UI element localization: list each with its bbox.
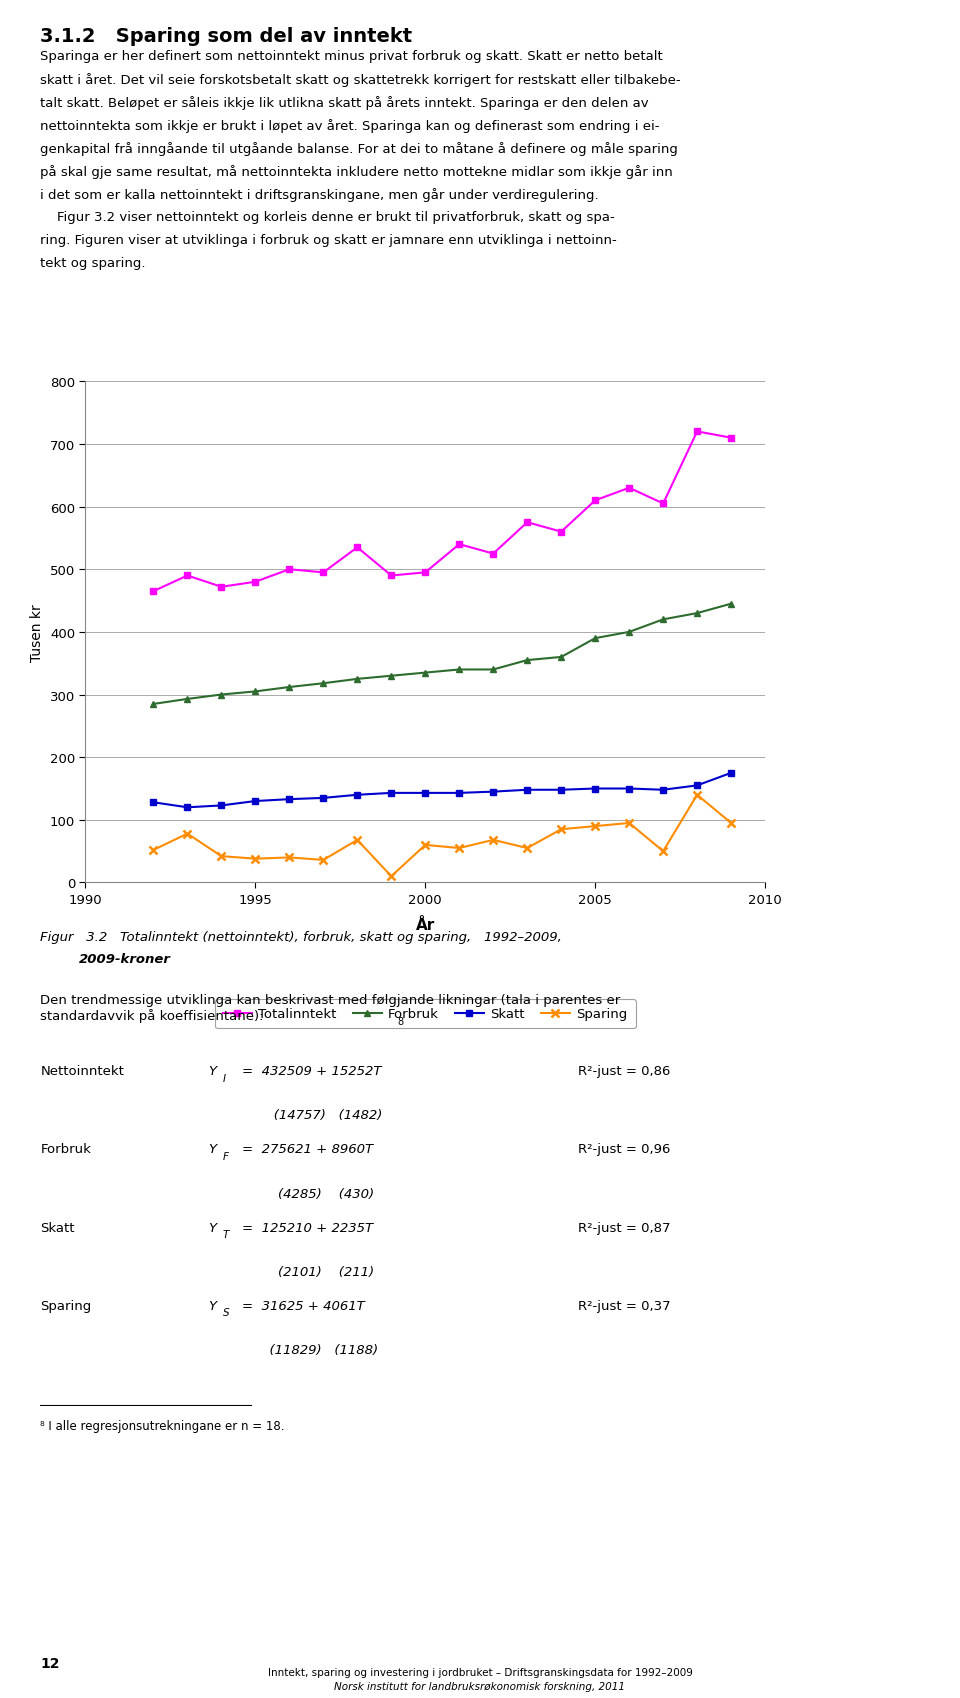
Text: på skal gje same resultat, må nettoinntekta inkludere netto mottekne midlar som : på skal gje same resultat, må nettoinnte… xyxy=(40,165,673,178)
Text: Figur   3.2   Totalinntekt (nettoinntekt), forbruk, skatt og sparing,   1992–200: Figur 3.2 Totalinntekt (nettoinntekt), f… xyxy=(40,931,563,944)
Text: Sparinga er her definert som nettoinntekt minus privat forbruk og skatt. Skatt e: Sparinga er her definert som nettoinntek… xyxy=(40,49,663,63)
Text: R²-just = 0,87: R²-just = 0,87 xyxy=(578,1221,670,1234)
Text: Inntekt, sparing og investering i jordbruket – Driftsgranskingsdata for 1992–200: Inntekt, sparing og investering i jordbr… xyxy=(268,1667,692,1678)
Text: S: S xyxy=(223,1307,229,1318)
Text: (2101)    (211): (2101) (211) xyxy=(261,1265,374,1279)
Text: R²-just = 0,86: R²-just = 0,86 xyxy=(578,1065,670,1078)
Text: (14757)   (1482): (14757) (1482) xyxy=(261,1109,382,1122)
Text: 2009-kroner: 2009-kroner xyxy=(79,953,171,966)
Text: Y: Y xyxy=(208,1065,216,1078)
Text: tekt og sparing.: tekt og sparing. xyxy=(40,256,146,270)
Text: Skatt: Skatt xyxy=(40,1221,75,1234)
Text: skatt i året. Det vil seie forskotsbetalt skatt og skattetrekk korrigert for res: skatt i året. Det vil seie forskotsbetal… xyxy=(40,73,681,87)
Text: =  275621 + 8960T: = 275621 + 8960T xyxy=(242,1143,373,1156)
X-axis label: År: År xyxy=(416,917,435,932)
Text: Forbruk: Forbruk xyxy=(40,1143,91,1156)
Text: ring. Figuren viser at utviklinga i forbruk og skatt er jamnare enn utviklinga i: ring. Figuren viser at utviklinga i forb… xyxy=(40,233,617,246)
Text: =  432509 + 15252T: = 432509 + 15252T xyxy=(242,1065,381,1078)
Text: (11829)   (1188): (11829) (1188) xyxy=(261,1343,378,1357)
Text: R²-just = 0,37: R²-just = 0,37 xyxy=(578,1299,670,1313)
Text: Nettoinntekt: Nettoinntekt xyxy=(40,1065,124,1078)
Legend: Totalinntekt, Forbruk, Skatt, Sparing: Totalinntekt, Forbruk, Skatt, Sparing xyxy=(215,1000,636,1029)
Text: 3.1.2   Sparing som del av inntekt: 3.1.2 Sparing som del av inntekt xyxy=(40,27,413,46)
Text: Den trendmessige utviklinga kan beskrivast med følgjande likningar (tala i paren: Den trendmessige utviklinga kan beskriva… xyxy=(40,993,620,1022)
Text: =  125210 + 2235T: = 125210 + 2235T xyxy=(242,1221,373,1234)
Text: 12: 12 xyxy=(40,1656,60,1669)
Text: talt skatt. Beløpet er såleis ikkje lik utlikna skatt på årets inntekt. Sparinga: talt skatt. Beløpet er såleis ikkje lik … xyxy=(40,95,649,110)
Text: Figur 3.2 viser nettoinntekt og korleis denne er brukt til privatforbruk, skatt : Figur 3.2 viser nettoinntekt og korleis … xyxy=(40,211,615,224)
Text: R²-just = 0,96: R²-just = 0,96 xyxy=(578,1143,670,1156)
Text: nettoinntekta som ikkje er brukt i løpet av året. Sparinga kan og definerast som: nettoinntekta som ikkje er brukt i løpet… xyxy=(40,119,660,132)
Text: Norsk institutt for landbruksrøkonomisk forskning, 2011: Norsk institutt for landbruksrøkonomisk … xyxy=(334,1681,626,1691)
Text: i det som er kalla nettoinntekt i driftsgranskingane, men går under verdireguler: i det som er kalla nettoinntekt i drifts… xyxy=(40,188,599,202)
Text: ⁸ I alle regresjonsutrekningane er n = 18.: ⁸ I alle regresjonsutrekningane er n = 1… xyxy=(40,1420,285,1433)
Text: Sparing: Sparing xyxy=(40,1299,91,1313)
Text: F: F xyxy=(223,1151,228,1161)
Y-axis label: Tusen kr: Tusen kr xyxy=(30,604,44,661)
Text: T: T xyxy=(223,1229,229,1240)
Text: (4285)    (430): (4285) (430) xyxy=(261,1187,374,1200)
Text: Y: Y xyxy=(208,1299,216,1313)
Text: Y: Y xyxy=(208,1221,216,1234)
Text: I: I xyxy=(223,1073,226,1083)
Text: =  31625 + 4061T: = 31625 + 4061T xyxy=(242,1299,365,1313)
Text: 8: 8 xyxy=(397,1015,403,1026)
Text: genkapital frå inngåande til utgåande balanse. For at dei to måtane å definere o: genkapital frå inngåande til utgåande ba… xyxy=(40,143,678,156)
Text: Y: Y xyxy=(208,1143,216,1156)
